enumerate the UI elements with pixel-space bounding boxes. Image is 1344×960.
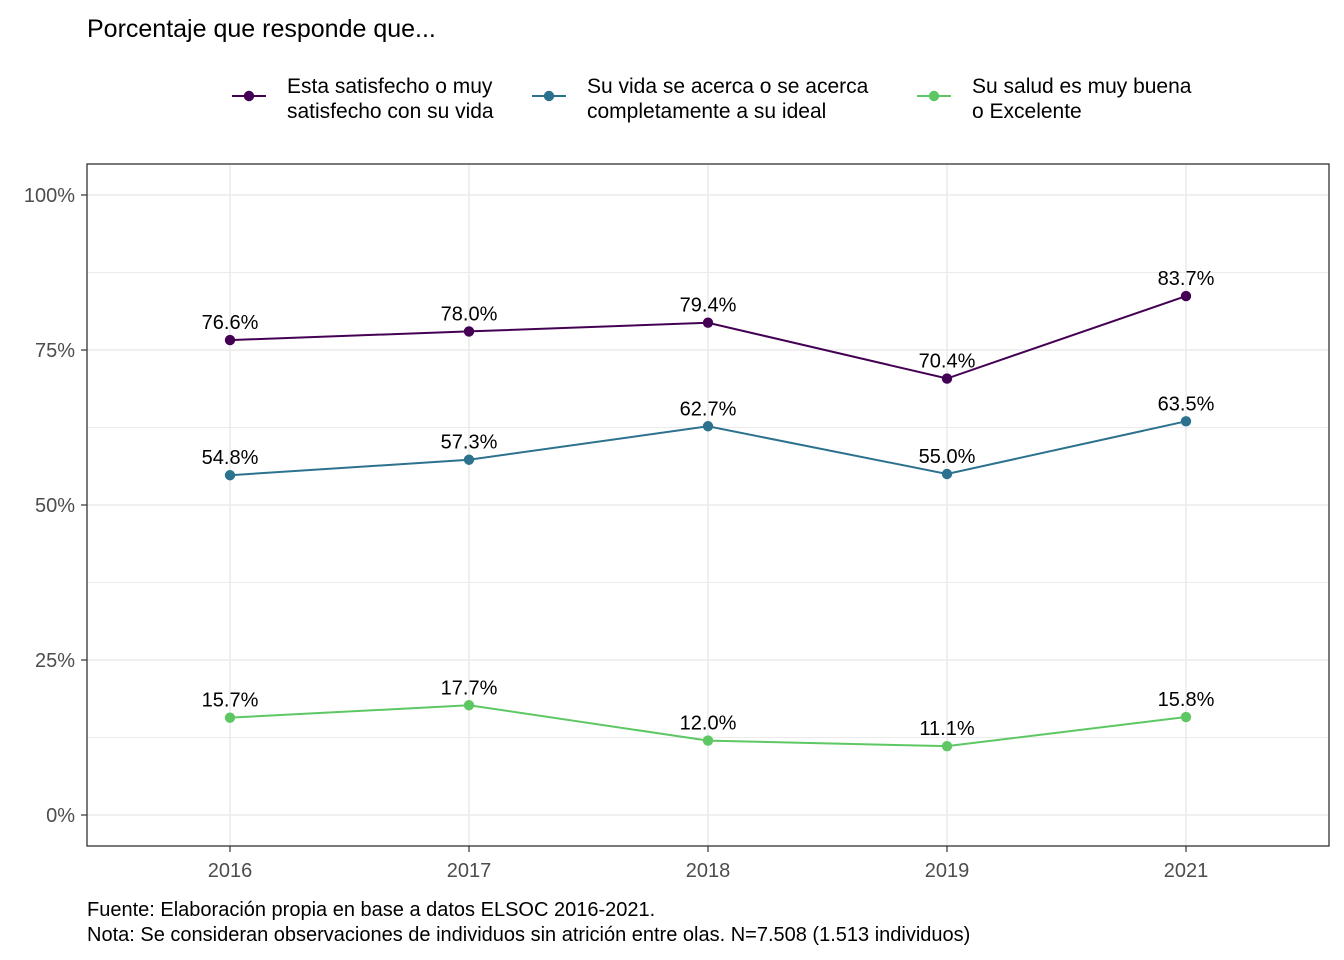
legend-key-point xyxy=(928,90,940,102)
series-3 xyxy=(224,700,1192,752)
y-tick-label: 0% xyxy=(46,805,75,827)
data-label: 83.7% xyxy=(1158,268,1215,290)
data-point xyxy=(702,317,714,328)
legend-label: o Excelente xyxy=(972,100,1082,123)
x-tick-label: 2019 xyxy=(925,860,970,882)
data-label: 12.0% xyxy=(680,713,737,735)
data-point xyxy=(702,421,714,432)
legend-key-point xyxy=(543,90,555,102)
data-labels: 76.6% 78.0% 79.4% 70.4% 83.7% 54.8% 57.3% 62.7%… xyxy=(202,268,1215,740)
data-label: 11.1% xyxy=(919,718,974,740)
series-layer xyxy=(224,290,1192,752)
data-label: 76.6% xyxy=(202,312,259,334)
legend-label: Su vida se acerca o se acerca xyxy=(587,75,869,98)
y-tick-label: 75% xyxy=(35,340,75,362)
y-tick-label: 25% xyxy=(35,650,75,672)
legend-label: Esta satisfecho o muy xyxy=(287,75,493,98)
caption-source: Fuente: Elaboración propia en base a dat… xyxy=(87,899,655,921)
data-point xyxy=(941,373,953,384)
data-label: 70.4% xyxy=(919,351,976,373)
x-tick-label: 2017 xyxy=(447,860,492,882)
series-2 xyxy=(224,416,1192,481)
data-point xyxy=(224,334,236,346)
data-point xyxy=(463,326,475,337)
legend-item-2: Su vida se acerca o se acercacompletamen… xyxy=(532,75,869,123)
data-point xyxy=(463,700,475,711)
data-point xyxy=(224,470,236,481)
legend-label: completamente a su ideal xyxy=(587,100,826,123)
data-label: 17.7% xyxy=(441,677,498,699)
legend-label: Su salud es muy buena xyxy=(972,75,1192,98)
data-label: 55.0% xyxy=(919,446,976,468)
chart-title: Porcentaje que responde que... xyxy=(87,15,436,43)
data-label: 78.0% xyxy=(441,303,498,325)
grid-major xyxy=(87,164,1329,846)
data-point xyxy=(1180,416,1192,427)
x-axis: 2016 2017 2018 2019 2021 xyxy=(208,846,1209,882)
data-point xyxy=(941,468,953,480)
legend-label: satisfecho con su vida xyxy=(287,100,494,123)
data-point xyxy=(463,454,475,465)
data-label: 57.3% xyxy=(441,432,498,454)
x-tick-label: 2016 xyxy=(208,860,253,882)
x-tick-label: 2018 xyxy=(686,860,731,882)
y-tick-label: 100% xyxy=(24,185,75,207)
data-label: 63.5% xyxy=(1158,393,1215,415)
data-label: 15.7% xyxy=(202,690,259,712)
data-point xyxy=(941,740,953,752)
data-label: 62.7% xyxy=(680,398,737,420)
series-1 xyxy=(224,290,1192,384)
data-point xyxy=(702,735,714,746)
plot-panel: 76.6% 78.0% 79.4% 70.4% 83.7% 54.8% 57.3% 62.7%… xyxy=(86,163,1330,847)
data-point xyxy=(1180,711,1192,723)
caption-note: Nota: Se consideran observaciones de ind… xyxy=(87,924,970,946)
data-label: 54.8% xyxy=(202,447,259,469)
legend-key-point xyxy=(243,90,255,102)
data-label: 15.8% xyxy=(1158,689,1215,711)
x-tick-label: 2021 xyxy=(1164,860,1209,882)
data-point xyxy=(224,712,236,723)
data-label: 79.4% xyxy=(680,295,737,317)
y-tick-label: 50% xyxy=(35,495,75,517)
data-point xyxy=(1180,290,1192,302)
y-axis: 0% 25% 50% 75% 100% xyxy=(24,185,87,827)
